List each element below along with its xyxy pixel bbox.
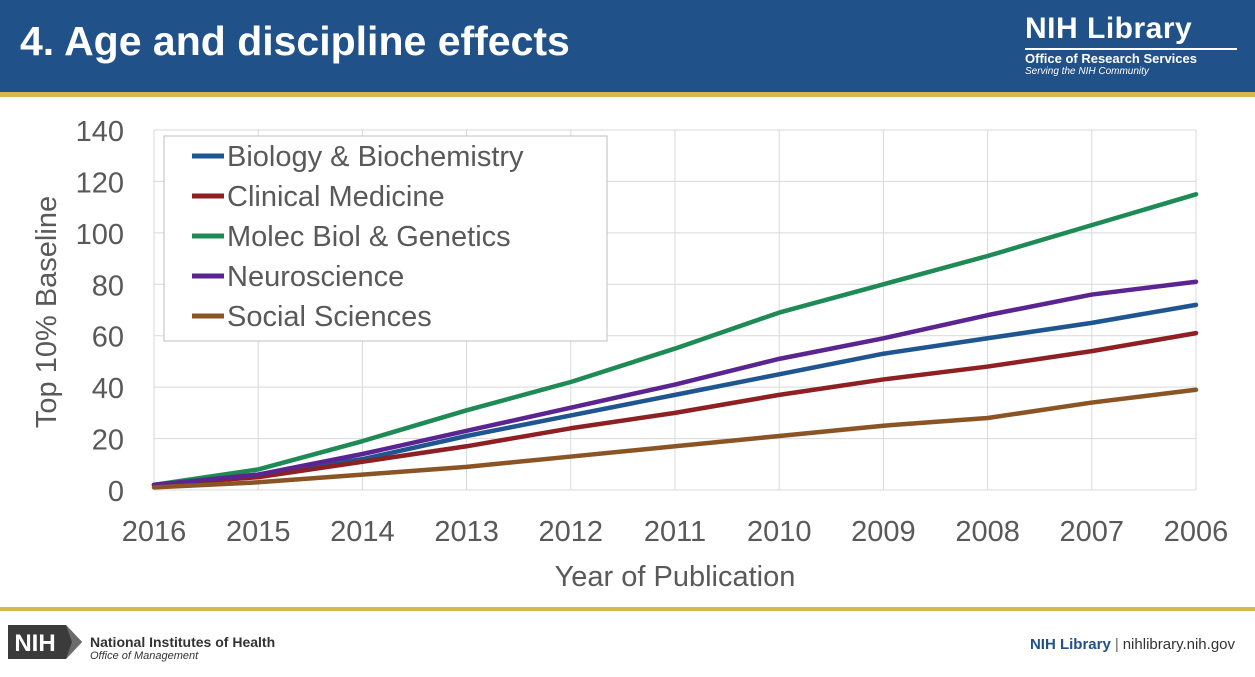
footer-library-name: NIH Library bbox=[1029, 636, 1111, 653]
y-tick-label: 140 bbox=[76, 116, 124, 148]
x-tick-label: 2008 bbox=[955, 516, 1020, 548]
x-tick-label: 2014 bbox=[330, 516, 395, 548]
brand-subtitle: Office of Research Services bbox=[1025, 51, 1197, 66]
nih-org: National Institutes of Health Office of … bbox=[90, 634, 275, 663]
line-chart: 0 20 40 60 80 100 120 140 2016 2015 2014 2013 2012 20… bbox=[31, 116, 1229, 593]
y-tick-label: 80 bbox=[92, 270, 124, 302]
y-tick-label: 120 bbox=[76, 167, 124, 199]
x-tick-label: 2007 bbox=[1060, 516, 1125, 548]
legend-label: Clinical Medicine bbox=[227, 181, 445, 213]
x-tick-label: 2012 bbox=[539, 516, 604, 548]
series-line bbox=[151, 387, 1199, 490]
slide-title: 4. Age and discipline effects bbox=[20, 18, 570, 64]
header-divider bbox=[0, 92, 1255, 97]
x-tick-label: 2010 bbox=[747, 516, 812, 548]
series-line bbox=[151, 330, 1199, 488]
chart-axes: 0 20 40 60 80 100 120 140 2016 2015 2014 2013 2012 20… bbox=[76, 116, 1229, 548]
nih-logo: NIH bbox=[8, 625, 82, 659]
series-line bbox=[151, 302, 1199, 488]
org-name: National Institutes of Health bbox=[90, 634, 276, 650]
x-tick-label: 2013 bbox=[434, 516, 499, 548]
brand-name: NIH Library bbox=[1025, 12, 1237, 50]
chart-legend: Biology & Biochemistry Clinical Medicine M… bbox=[163, 135, 608, 342]
footer-separator: | bbox=[1114, 636, 1119, 653]
org-office: Office of Management bbox=[90, 650, 199, 662]
y-tick-label: 0 bbox=[108, 476, 124, 508]
legend-label: Social Sciences bbox=[227, 301, 432, 333]
y-tick-label: 60 bbox=[92, 322, 124, 354]
legend-box bbox=[163, 135, 608, 342]
brand-tagline: Serving the NIH Community bbox=[1025, 66, 1149, 77]
y-tick-label: 20 bbox=[92, 425, 124, 457]
x-tick-label: 2016 bbox=[122, 516, 187, 548]
footer-library: NIH Library | nihlibrary.nih.gov bbox=[1030, 636, 1235, 653]
x-tick-label: 2011 bbox=[644, 516, 706, 548]
x-tick-label: 2006 bbox=[1164, 516, 1229, 548]
chart-series bbox=[151, 192, 1199, 490]
y-tick-label: 40 bbox=[92, 373, 124, 405]
y-tick-label: 100 bbox=[76, 219, 124, 251]
legend-label: Molec Biol & Genetics bbox=[227, 221, 511, 253]
x-axis-label: Year of Publication bbox=[555, 561, 796, 593]
nih-library-brand: NIH Library Office of Research Services … bbox=[1025, 12, 1237, 78]
footer-url[interactable]: nihlibrary.nih.gov bbox=[1122, 636, 1235, 653]
x-tick-label: 2015 bbox=[226, 516, 291, 548]
x-tick-label: 2009 bbox=[851, 516, 916, 548]
legend-label: Biology & Biochemistry bbox=[227, 141, 524, 173]
header-bar: 4. Age and discipline effects NIH Librar… bbox=[0, 0, 1255, 92]
series-line bbox=[151, 279, 1199, 488]
nih-logo-text: NIH bbox=[14, 630, 55, 657]
y-axis-label: Top 10% Baseline bbox=[31, 196, 63, 428]
series-line bbox=[151, 192, 1199, 488]
footer-divider bbox=[0, 607, 1255, 611]
legend-label: Neuroscience bbox=[227, 261, 404, 293]
